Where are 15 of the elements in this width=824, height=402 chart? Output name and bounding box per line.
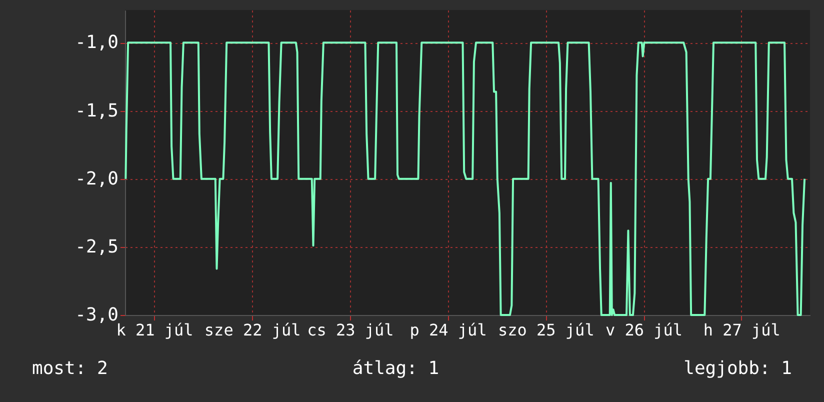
x-tick-label: p 24 júl (410, 320, 487, 340)
text: most: 2 (32, 358, 108, 379)
x-tick-label: sze 22 júl (204, 320, 301, 340)
y-tick-label: -3,0 (75, 304, 118, 326)
x-tick-label: cs 23 júl (307, 320, 394, 340)
y-tick-label: -1,5 (75, 100, 118, 122)
y-tick-label: -2,5 (75, 236, 118, 258)
x-tick-label: k 21 júl (116, 320, 194, 340)
text: átlag: 1 (352, 358, 440, 379)
text: legjobb: 1 (684, 358, 792, 379)
y-tick-label: -2,0 (75, 168, 118, 190)
x-tick-label: v 26 júl (605, 320, 683, 340)
x-tick-label: szo 25 júl (498, 320, 594, 340)
x-tick-label: h 27 júl (703, 320, 780, 340)
y-tick-label: -1,0 (75, 32, 118, 54)
